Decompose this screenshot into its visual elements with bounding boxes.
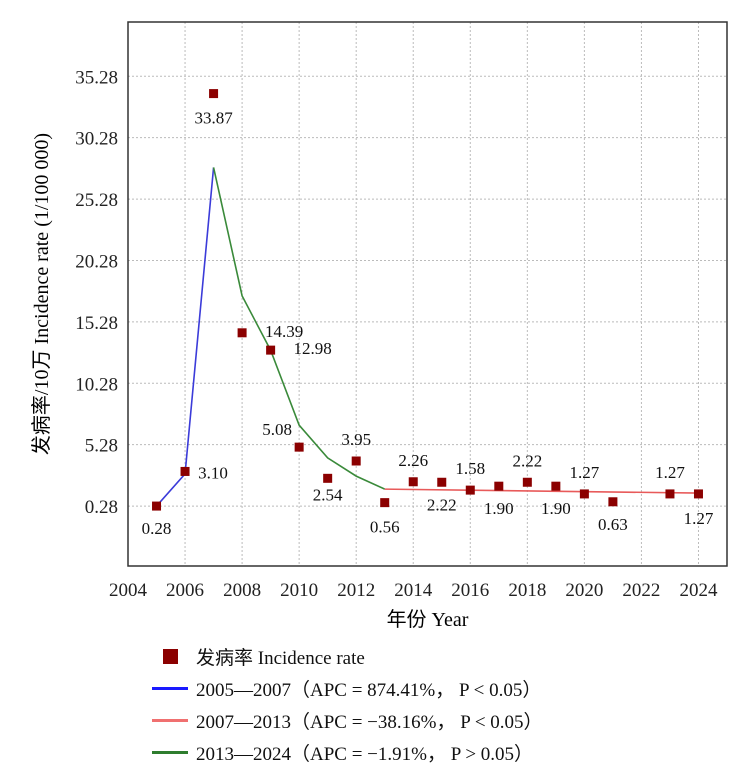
- legend: 发病率 Incidence rate 2005—2007（APC = 874.4…: [150, 640, 543, 768]
- data-label: 0.28: [142, 519, 172, 538]
- legend-line-icon: [152, 686, 188, 690]
- data-point: [522, 477, 532, 487]
- y-axis-label: 发病率/10万 Incidence rate (1/100 000): [30, 133, 53, 455]
- data-point: [437, 477, 447, 487]
- legend-item-2013-2024: 2013—2024（APC = −1.91%， P > 0.05）: [150, 736, 543, 768]
- fit-line: [384, 488, 699, 494]
- legend-label: 2007—2013（APC = −38.16%， P < 0.05）: [196, 711, 543, 733]
- data-point: [494, 481, 504, 491]
- x-tick-label: 2024: [679, 580, 718, 601]
- data-point: [608, 497, 618, 507]
- fit-line: [212, 167, 386, 490]
- y-tick-label: 5.28: [85, 436, 118, 457]
- data-label: 2.22: [512, 451, 542, 470]
- data-point: [693, 489, 703, 499]
- data-label: 0.63: [598, 515, 628, 534]
- data-label: 33.87: [194, 109, 233, 128]
- y-tick-label: 25.28: [75, 190, 118, 211]
- data-point: [408, 477, 418, 487]
- data-label: 5.08: [262, 420, 292, 439]
- data-label: 2.22: [427, 495, 457, 514]
- x-tick-label: 2012: [337, 580, 375, 601]
- data-label: 2.26: [398, 451, 428, 470]
- x-tick-label: 2006: [166, 580, 204, 601]
- x-tick-label: 2004: [109, 580, 148, 601]
- x-axis-label: 年份 Year: [387, 608, 469, 631]
- y-tick-label: 10.28: [75, 374, 118, 395]
- x-tick-label: 2022: [622, 580, 660, 601]
- legend-label: 发病率 Incidence rate: [196, 647, 365, 669]
- y-tick-label: 0.28: [85, 497, 118, 518]
- legend-label: 2005—2007（APC = 874.41%， P < 0.05）: [196, 679, 542, 701]
- data-label: 14.39: [265, 322, 303, 341]
- legend-label: 2013—2024（APC = −1.91%， P > 0.05）: [196, 743, 534, 765]
- data-label: 2.54: [313, 485, 343, 504]
- data-point: [323, 473, 333, 483]
- data-point: [551, 481, 561, 491]
- data-label: 1.58: [455, 459, 485, 478]
- data-label: 3.10: [198, 463, 228, 482]
- legend-item-incidence: 发病率 Incidence rate: [150, 640, 543, 672]
- y-tick-label: 35.28: [75, 67, 118, 88]
- data-label: 1.27: [684, 509, 714, 528]
- y-tick-label: 15.28: [75, 313, 118, 334]
- marker-square-icon: [162, 648, 178, 664]
- x-tick-label: 2008: [223, 580, 261, 601]
- data-label: 12.98: [293, 339, 331, 358]
- data-label: 0.56: [370, 518, 400, 537]
- y-tick-label: 30.28: [75, 129, 118, 150]
- x-tick-label: 2020: [565, 580, 603, 601]
- data-point: [351, 456, 361, 466]
- data-point: [665, 489, 675, 499]
- data-point: [294, 442, 304, 452]
- x-tick-label: 2018: [508, 580, 546, 601]
- data-point: [266, 345, 276, 355]
- x-tick-label: 2014: [394, 580, 433, 601]
- legend-item-2007-2013: 2007—2013（APC = −38.16%， P < 0.05）: [150, 704, 543, 736]
- x-tick-label: 2016: [451, 580, 489, 601]
- data-point: [579, 489, 589, 499]
- y-tick-label: 20.28: [75, 251, 118, 272]
- data-label: 1.27: [570, 463, 600, 482]
- legend-line-icon: [152, 750, 188, 754]
- data-label: 1.27: [655, 463, 685, 482]
- data-label: 1.90: [484, 499, 514, 518]
- legend-item-2005-2007: 2005—2007（APC = 874.41%， P < 0.05）: [150, 672, 543, 704]
- data-label: 3.95: [341, 430, 371, 449]
- data-point: [237, 328, 247, 338]
- x-tick-label: 2010: [280, 580, 318, 601]
- data-point: [465, 485, 475, 495]
- data-point: [152, 501, 162, 511]
- legend-line-icon: [152, 718, 188, 722]
- data-point: [380, 498, 390, 508]
- chart: 2004 2006 2008 2010 2012 2014 2016 2018 2020 2022…: [30, 21, 728, 631]
- data-point: [209, 89, 219, 99]
- data-label: 1.90: [541, 499, 571, 518]
- plot-frame: [127, 21, 728, 567]
- data-point: [180, 466, 190, 476]
